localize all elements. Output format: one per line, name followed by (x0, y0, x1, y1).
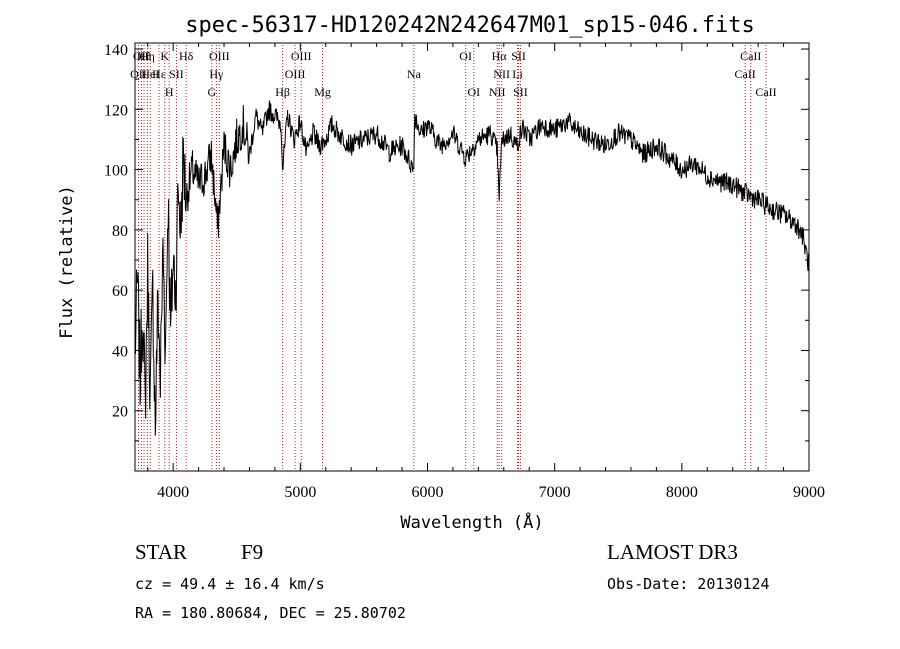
line-marker-label: Na (407, 67, 422, 81)
x-tick-label: 7000 (539, 484, 571, 501)
line-marker-label: CaII (734, 67, 755, 81)
y-tick-label: 60 (112, 283, 128, 300)
line-marker-label: Hδ (179, 49, 194, 63)
y-axis-label: Flux (relative) (57, 185, 77, 339)
line-marker-label: Hθ (137, 49, 152, 63)
line-marker-label: SII (511, 49, 526, 63)
redshift-cz: cz = 49.4 ± 16.4 km/s (135, 575, 325, 593)
spectrum-series (134, 100, 810, 436)
line-marker-label: OI (467, 85, 480, 99)
line-marker-label: OIII (291, 49, 312, 63)
object-subclass: F9 (241, 540, 264, 564)
y-axis: 20 40 60 80 100 120 140 (104, 42, 809, 442)
line-marker-label: K (160, 49, 169, 63)
line-marker-label: NII (493, 67, 510, 81)
object-class: STAR (135, 540, 187, 564)
line-marker-label: Li (512, 67, 523, 81)
y-tick-label: 140 (104, 42, 128, 59)
y-tick-label: 100 (104, 163, 128, 180)
line-marker-label: OIII (285, 67, 306, 81)
line-marker-label: CaII (755, 85, 776, 99)
x-tick-label: 9000 (793, 484, 825, 501)
coordinates: RA = 180.80684, DEC = 25.80702 (135, 604, 406, 622)
line-marker-label: NII (489, 85, 506, 99)
line-marker-label: Hε (152, 67, 166, 81)
line-marker-label: OII (133, 49, 150, 63)
line-marker-label: SII (169, 67, 184, 81)
x-tick-label: 6000 (411, 484, 443, 501)
x-tick-label: 8000 (666, 484, 698, 501)
spectral-line-markers: OIIOIIHθHηHeIHεKHSIIHδGHγOIIIHβOIIIOIIIM… (130, 45, 777, 471)
x-axis-label: Wavelength (Å) (400, 511, 543, 533)
y-tick-label: 20 (112, 404, 128, 421)
line-marker-label: Hγ (209, 67, 224, 81)
x-axis: 4000 5000 6000 7000 8000 9000 (147, 43, 825, 501)
line-marker-label: Hη (140, 49, 155, 63)
x-tick-label: 4000 (157, 484, 189, 501)
line-marker-label: Hα (492, 49, 508, 63)
chart-title: spec-56317-HD120242N242647M01_sp15-046.f… (185, 13, 755, 38)
x-tick-label: 5000 (284, 484, 316, 501)
y-tick-label: 40 (112, 343, 128, 360)
survey-name: LAMOST DR3 (607, 540, 738, 564)
line-marker-label: HeI (141, 67, 159, 81)
line-marker-label: OI (459, 49, 472, 63)
line-marker-label: CaII (740, 49, 761, 63)
line-marker-label: OIII (209, 49, 230, 63)
line-marker-label: Hβ (275, 85, 290, 99)
line-marker-label: OII (130, 67, 147, 81)
spectrum-line (134, 100, 810, 436)
line-marker-label: H (165, 85, 174, 99)
obs-date: Obs-Date: 20130124 (607, 575, 770, 593)
line-marker-label: SII (513, 85, 528, 99)
line-marker-label: Mg (314, 85, 331, 99)
line-marker-label: G (207, 85, 216, 99)
y-tick-label: 80 (112, 223, 128, 240)
plot-frame (134, 42, 810, 472)
y-tick-label: 120 (104, 102, 128, 119)
